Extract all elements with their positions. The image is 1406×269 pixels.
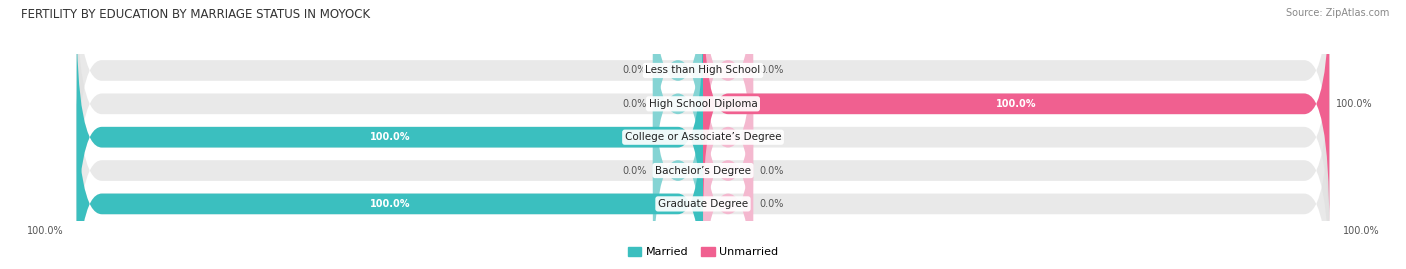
Text: FERTILITY BY EDUCATION BY MARRIAGE STATUS IN MOYOCK: FERTILITY BY EDUCATION BY MARRIAGE STATU… — [21, 8, 370, 21]
Text: 100.0%: 100.0% — [370, 132, 411, 142]
FancyBboxPatch shape — [77, 0, 1329, 194]
Text: Graduate Degree: Graduate Degree — [658, 199, 748, 209]
FancyBboxPatch shape — [703, 81, 754, 269]
Text: 100.0%: 100.0% — [27, 226, 63, 236]
Text: 100.0%: 100.0% — [995, 99, 1036, 109]
FancyBboxPatch shape — [77, 47, 1329, 269]
FancyBboxPatch shape — [703, 47, 754, 269]
Text: Less than High School: Less than High School — [645, 65, 761, 76]
Text: 100.0%: 100.0% — [1336, 99, 1372, 109]
Text: 100.0%: 100.0% — [1343, 226, 1379, 236]
FancyBboxPatch shape — [77, 81, 1329, 269]
Legend: Married, Unmarried: Married, Unmarried — [623, 242, 783, 262]
Text: 0.0%: 0.0% — [759, 65, 783, 76]
Text: Bachelor’s Degree: Bachelor’s Degree — [655, 165, 751, 176]
FancyBboxPatch shape — [703, 14, 754, 260]
Text: 0.0%: 0.0% — [759, 165, 783, 176]
Text: High School Diploma: High School Diploma — [648, 99, 758, 109]
Text: Source: ZipAtlas.com: Source: ZipAtlas.com — [1285, 8, 1389, 18]
FancyBboxPatch shape — [703, 0, 754, 194]
Text: 0.0%: 0.0% — [759, 199, 783, 209]
FancyBboxPatch shape — [652, 47, 703, 269]
FancyBboxPatch shape — [77, 81, 703, 269]
FancyBboxPatch shape — [77, 14, 1329, 260]
Text: College or Associate’s Degree: College or Associate’s Degree — [624, 132, 782, 142]
Text: 100.0%: 100.0% — [370, 199, 411, 209]
Text: 0.0%: 0.0% — [623, 99, 647, 109]
FancyBboxPatch shape — [77, 14, 703, 260]
FancyBboxPatch shape — [652, 0, 703, 194]
Text: 0.0%: 0.0% — [623, 65, 647, 76]
Text: 0.0%: 0.0% — [623, 165, 647, 176]
FancyBboxPatch shape — [77, 0, 1329, 227]
FancyBboxPatch shape — [703, 0, 1329, 227]
FancyBboxPatch shape — [652, 0, 703, 227]
Text: 0.0%: 0.0% — [759, 132, 783, 142]
